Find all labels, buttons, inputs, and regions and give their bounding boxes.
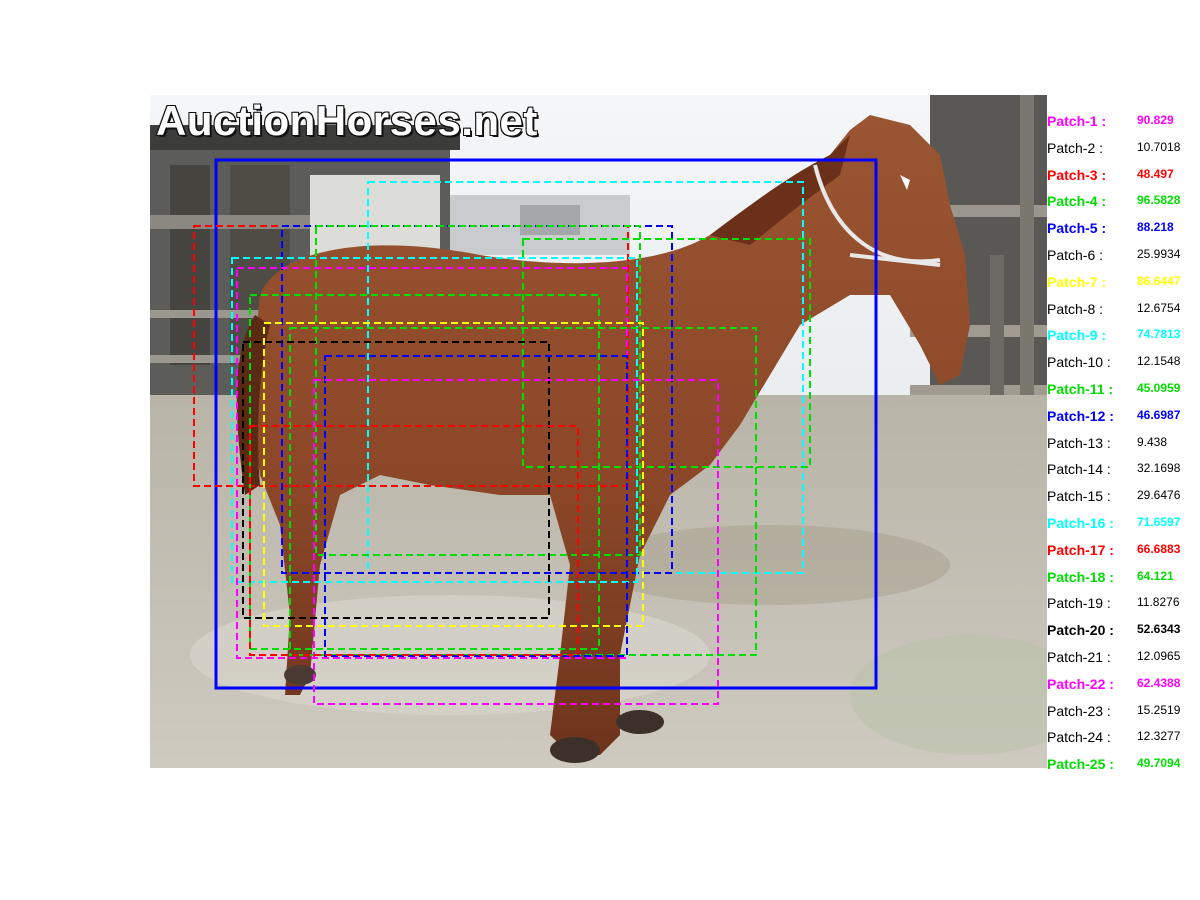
legend-label: Patch-12 :	[1047, 407, 1114, 424]
legend-row-patch-11: Patch-11 : 45.0959	[1047, 381, 1197, 408]
legend-score: 52.6343	[1137, 622, 1181, 637]
legend-row-patch-22: Patch-22 : 62.4388	[1047, 676, 1197, 703]
legend-row-patch-20: Patch-20 : 52.6343	[1047, 622, 1197, 649]
legend-score: 49.7094	[1137, 756, 1181, 771]
legend-score: 86.6447	[1137, 273, 1181, 288]
legend-label: Patch-14 :	[1047, 461, 1111, 478]
legend-label: Patch-2 :	[1047, 139, 1104, 156]
legend-label: Patch-4 :	[1047, 193, 1107, 210]
legend-label: Patch-15 :	[1047, 488, 1111, 505]
legend-score: 74.7813	[1137, 327, 1181, 342]
legend-row-patch-21: Patch-21 : 12.0965	[1047, 649, 1197, 676]
legend-row-patch-14: Patch-14 : 32.1698	[1047, 461, 1197, 488]
legend-row-patch-8: Patch-8 : 12.6754	[1047, 301, 1197, 328]
legend-row-patch-5: Patch-5 : 88.218	[1047, 220, 1197, 247]
horse-photo: AuctionHorses.net	[150, 95, 1047, 768]
legend-score: 96.5828	[1137, 193, 1181, 208]
legend-score: 62.4388	[1137, 675, 1181, 690]
legend-label: Patch-6 :	[1047, 246, 1104, 263]
legend-row-patch-23: Patch-23 : 15.2519	[1047, 703, 1197, 730]
legend-row-patch-25: Patch-25 : 49.7094	[1047, 756, 1197, 783]
legend-label: Patch-5 :	[1047, 220, 1107, 237]
legend-label: Patch-10 :	[1047, 354, 1111, 371]
legend-label: Patch-13 :	[1047, 434, 1111, 451]
legend-row-patch-16: Patch-16 : 71.6597	[1047, 515, 1197, 542]
legend-label: Patch-19 :	[1047, 595, 1111, 612]
legend-row-patch-15: Patch-15 : 29.6476	[1047, 488, 1197, 515]
horse-scene	[150, 95, 1047, 768]
legend-score: 71.6597	[1137, 514, 1181, 529]
legend-score: 45.0959	[1137, 380, 1181, 395]
legend-label: Patch-24 :	[1047, 729, 1111, 746]
legend-row-patch-7: Patch-7 : 86.6447	[1047, 274, 1197, 301]
legend-label: Patch-25 :	[1047, 756, 1114, 773]
legend-label: Patch-21 :	[1047, 648, 1111, 665]
legend-row-patch-12: Patch-12 : 46.6987	[1047, 408, 1197, 435]
legend-score: 88.218	[1137, 220, 1174, 235]
legend-score: 66.6883	[1137, 541, 1181, 556]
legend-row-patch-24: Patch-24 : 12.3277	[1047, 729, 1197, 756]
legend-row-patch-2: Patch-2 : 10.7018	[1047, 140, 1197, 167]
legend-row-patch-6: Patch-6 : 25.9934	[1047, 247, 1197, 274]
legend-score: 12.6754	[1137, 300, 1181, 315]
legend-label: Patch-22 :	[1047, 675, 1114, 692]
legend-score: 15.2519	[1137, 702, 1181, 717]
legend-label: Patch-8 :	[1047, 300, 1104, 317]
legend-score: 11.8276	[1137, 595, 1180, 610]
legend-score: 12.0965	[1137, 648, 1181, 663]
legend-score: 64.121	[1137, 568, 1174, 583]
legend-score: 32.1698	[1137, 461, 1181, 476]
legend-label: Patch-9 :	[1047, 327, 1107, 344]
legend-row-patch-13: Patch-13 : 9.438	[1047, 435, 1197, 462]
legend-score: 46.6987	[1137, 407, 1181, 422]
legend-score: 29.6476	[1137, 488, 1181, 503]
legend-row-patch-3: Patch-3 : 48.497	[1047, 167, 1197, 194]
legend-label: Patch-18 :	[1047, 568, 1114, 585]
legend-row-patch-4: Patch-4 : 96.5828	[1047, 193, 1197, 220]
legend-score: 25.9934	[1137, 246, 1181, 261]
patch-legend: Patch-1 : 90.829 Patch-2 : 10.7018 Patch-3 :…	[1047, 113, 1197, 783]
legend-label: Patch-16 :	[1047, 514, 1114, 531]
legend-row-patch-19: Patch-19 : 11.8276	[1047, 595, 1197, 622]
legend-row-patch-17: Patch-17 : 66.6883	[1047, 542, 1197, 569]
legend-row-patch-10: Patch-10 : 12.1548	[1047, 354, 1197, 381]
legend-label: Patch-17 :	[1047, 541, 1114, 558]
legend-row-patch-9: Patch-9 : 74.7813	[1047, 327, 1197, 354]
legend-score: 10.7018	[1137, 139, 1181, 154]
legend-label: Patch-3 :	[1047, 166, 1107, 183]
legend-label: Patch-11 :	[1047, 380, 1114, 397]
watermark-text: AuctionHorses.net	[155, 96, 538, 145]
legend-label: Patch-20 :	[1047, 622, 1114, 639]
legend-label: Patch-23 :	[1047, 702, 1111, 719]
legend-score: 12.3277	[1137, 729, 1181, 744]
legend-score: 9.438	[1137, 434, 1168, 449]
legend-score: 48.497	[1137, 166, 1174, 181]
legend-label: Patch-1 :	[1047, 113, 1107, 129]
legend-row-patch-18: Patch-18 : 64.121	[1047, 569, 1197, 596]
legend-score: 90.829	[1137, 113, 1174, 127]
legend-score: 12.1548	[1137, 354, 1181, 369]
legend-label: Patch-7 :	[1047, 273, 1107, 290]
legend-row-patch-1: Patch-1 : 90.829	[1047, 113, 1197, 140]
